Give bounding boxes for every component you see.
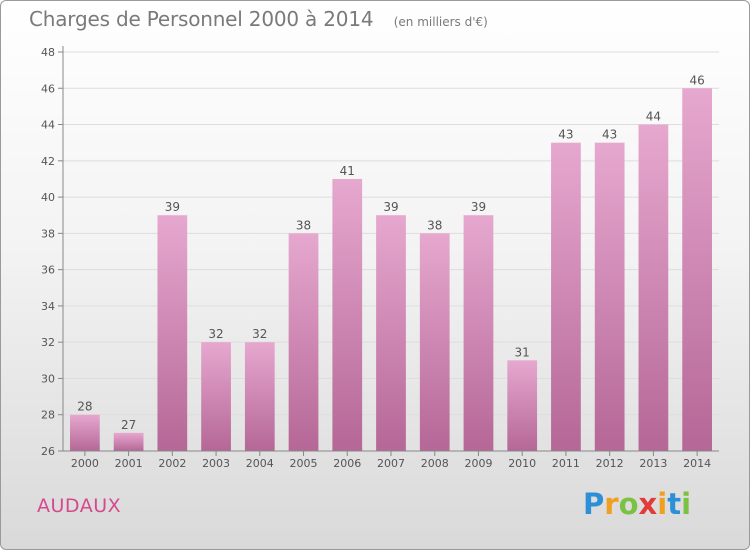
y-tick-label: 32: [41, 336, 55, 349]
axes: [58, 46, 719, 456]
y-tick-label: 40: [41, 191, 55, 204]
bar: [376, 215, 406, 451]
bar-value-label: 39: [383, 200, 398, 214]
bar: [551, 142, 581, 451]
x-tick-label: 2004: [246, 457, 274, 470]
x-tick-label: 2002: [158, 457, 186, 470]
bar-value-label: 28: [77, 400, 92, 414]
chart-title: Charges de Personnel 2000 à 2014 (en mil…: [29, 7, 488, 31]
x-tick-label: 2014: [683, 457, 711, 470]
bar: [244, 342, 275, 451]
y-tick-label: 42: [41, 155, 55, 168]
bar: [507, 360, 538, 451]
x-tick-label: 2011: [552, 457, 580, 470]
labels: 26 28 30 32 34 36 38 40 42 44 46 48 28 2000 27 2001 39 20…: [41, 46, 711, 470]
bar-value-label: 41: [340, 164, 355, 178]
y-tick-label: 44: [41, 119, 55, 132]
bar: [69, 414, 100, 451]
x-tick-label: 2012: [596, 457, 624, 470]
bar: [594, 142, 625, 451]
bars: [69, 88, 713, 452]
bar-value-label: 43: [602, 128, 617, 142]
x-tick-label: 2010: [508, 457, 536, 470]
x-tick-label: 2008: [421, 457, 449, 470]
bar: [157, 215, 188, 451]
x-tick-label: 2006: [333, 457, 361, 470]
y-tick-label: 36: [41, 264, 55, 277]
logo-letter: P: [583, 487, 605, 521]
bar-value-label: 44: [646, 110, 661, 124]
y-tick-label: 30: [41, 372, 55, 385]
bar: [682, 88, 713, 451]
y-tick-label: 28: [41, 409, 55, 422]
y-tick-label: 46: [41, 82, 55, 95]
x-tick-label: 2005: [290, 457, 318, 470]
logo-letter: r: [604, 487, 619, 521]
bar: [638, 124, 669, 451]
logo-letter: i: [657, 487, 668, 521]
x-tick-label: 2001: [115, 457, 143, 470]
bar-value-label: 43: [558, 128, 573, 142]
logo-letter: i: [681, 487, 692, 521]
bar-value-label: 39: [471, 200, 486, 214]
bar-value-label: 27: [121, 418, 136, 432]
bar-value-label: 38: [296, 218, 311, 232]
bar: [463, 215, 494, 451]
bar: [201, 342, 231, 451]
logo-letter: x: [638, 487, 658, 521]
proxiti-logo: Proxiti: [583, 487, 691, 521]
y-tick-label: 48: [41, 46, 55, 59]
x-tick-label: 2009: [464, 457, 492, 470]
logo-letter: t: [667, 487, 682, 521]
x-tick-label: 2007: [377, 457, 405, 470]
bar-value-label: 31: [515, 345, 530, 359]
x-tick-label: 2003: [202, 457, 230, 470]
bar: [113, 432, 144, 451]
y-tick-label: 38: [41, 227, 55, 240]
y-tick-label: 34: [41, 300, 55, 313]
logo-letter: o: [618, 487, 639, 521]
y-tick-label: 26: [41, 445, 55, 458]
bar: [332, 178, 363, 452]
bar-value-label: 39: [165, 200, 180, 214]
bar-value-label: 38: [427, 218, 442, 232]
bar-value-label: 32: [252, 327, 267, 341]
bar: [419, 233, 450, 451]
bar-value-label: 46: [689, 73, 704, 87]
chart-title-text: Charges de Personnel 2000 à 2014: [29, 7, 374, 31]
x-tick-label: 2013: [639, 457, 667, 470]
bar-value-label: 32: [208, 327, 223, 341]
unit-note: (en milliers d'€): [393, 15, 488, 29]
bar: [288, 233, 319, 451]
x-tick-label: 2000: [71, 457, 99, 470]
commune-name: AUDAUX: [37, 495, 122, 517]
